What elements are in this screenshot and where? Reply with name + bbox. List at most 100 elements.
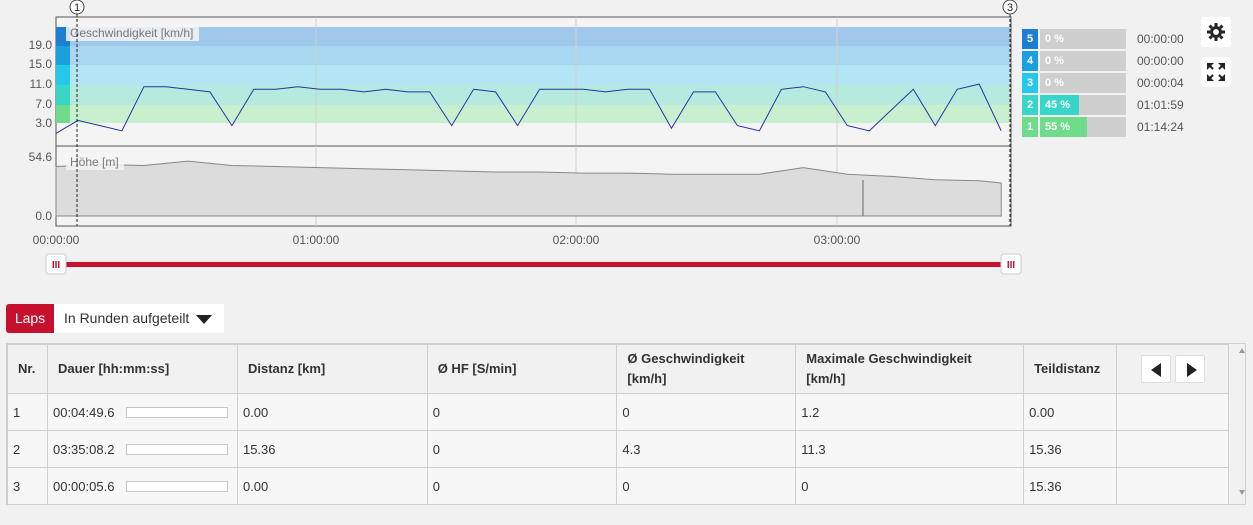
- scroll-up-icon[interactable]: [1239, 348, 1245, 353]
- time-tick-label: 02:00:00: [553, 233, 600, 247]
- zone-time: 00:00:00: [1137, 54, 1184, 68]
- laps-table-container: Nr. Dauer [hh:mm:ss] Distanz [km] Ø HF […: [6, 343, 1246, 505]
- col-header-maxgeschw[interactable]: Maximale Geschwindigkeit [km/h]: [795, 344, 1025, 394]
- col-header-hf[interactable]: Ø HF [S/min]: [426, 344, 618, 394]
- time-axis: 00:00:00 01:00:00 02:00:00 03:00:00: [33, 233, 861, 247]
- speed-panel: Geschwindigkeit [km/h] 19.0 15.0 11.0 7.0 3.…: [29, 16, 1012, 147]
- prev-column-button[interactable]: [1141, 355, 1172, 383]
- zone-number: 3: [1022, 73, 1038, 93]
- col-header-teildistanz[interactable]: Teildistanz: [1023, 344, 1118, 394]
- duration-bar: [126, 406, 229, 418]
- cell-distanz: 0.00: [236, 467, 428, 505]
- table-row[interactable]: 3 00:00:05.6 0.00 0 0 0 15.36: [7, 467, 1229, 505]
- lap-marker-start[interactable]: 1: [69, 0, 85, 226]
- arrow-left-icon: [1151, 363, 1162, 377]
- col-header-dauer[interactable]: Dauer [hh:mm:ss]: [46, 344, 238, 394]
- table-scrollbar[interactable]: [1238, 344, 1246, 504]
- lap-marker-end[interactable]: 3: [1002, 0, 1018, 226]
- range-slider-track[interactable]: [62, 262, 1012, 267]
- zone-bar-fill: [1040, 117, 1088, 137]
- cell-distanz: 0.00: [236, 393, 428, 431]
- cell-nr: 1: [7, 393, 48, 431]
- zone5-band: [70, 27, 1010, 46]
- table-header-row: Nr. Dauer [hh:mm:ss] Distanz [km] Ø HF […: [7, 344, 1229, 394]
- zone-row: 5 0 %: [1022, 29, 1126, 49]
- laps-mode-select[interactable]: In Runden aufgeteilt: [54, 304, 224, 333]
- duration-bar-fill: [127, 444, 226, 454]
- table-row[interactable]: 1 00:04:49.6 0.00 0 0 1.2 0.00: [7, 393, 1229, 431]
- range-slider[interactable]: III III: [45, 253, 1022, 275]
- zone-percent: 55 %: [1045, 121, 1071, 133]
- height-tick-label: 54.6: [29, 150, 53, 164]
- speed-tick-label: 3.0: [35, 116, 52, 130]
- zone-percent: 0 %: [1045, 77, 1064, 89]
- lap-marker-number: 3: [1007, 2, 1013, 14]
- zone2-strip: [56, 85, 70, 105]
- col-header-distanz[interactable]: Distanz [km]: [236, 344, 428, 394]
- zone-bar: 45 %: [1040, 95, 1126, 115]
- cell-empty: [1116, 467, 1229, 505]
- zone-row: 2 45 %: [1022, 95, 1126, 115]
- cell-maxgeschw: 1.2: [795, 393, 1025, 431]
- cell-dauer-value: 00:04:49.6: [52, 404, 115, 420]
- range-handle-right[interactable]: [1000, 253, 1022, 275]
- zone-time: 00:00:00: [1137, 32, 1184, 46]
- zone-percent: 0 %: [1045, 33, 1064, 45]
- col-header-nr[interactable]: Nr.: [7, 344, 48, 394]
- zone-number: 1: [1022, 117, 1038, 137]
- col-header-geschw[interactable]: Ø Geschwindigkeit [km/h]: [616, 344, 797, 394]
- zone-bar-fill: [1040, 95, 1079, 115]
- zone-time: 01:01:59: [1137, 98, 1184, 112]
- zone1-band: [70, 105, 1010, 123]
- range-handle-grip-icon: III: [52, 260, 61, 271]
- zone-percent: 45 %: [1045, 99, 1071, 111]
- speed-tick-label: 11.0: [30, 77, 53, 91]
- cell-geschw: 4.3: [616, 430, 797, 468]
- duration-bar: [126, 480, 229, 492]
- cell-maxgeschw: 11.3: [795, 430, 1025, 468]
- range-handle-left[interactable]: [45, 253, 67, 275]
- cell-teildistanz: 15.36: [1023, 467, 1118, 505]
- zone-time: 00:00:04: [1137, 76, 1184, 90]
- next-column-button[interactable]: [1174, 355, 1205, 383]
- arrow-right-icon: [1186, 363, 1197, 377]
- zone4-strip: [56, 46, 70, 65]
- cell-teildistanz: 15.36: [1023, 430, 1118, 468]
- zone-bar: 0 %: [1040, 73, 1126, 93]
- speed-tick-labels: 19.0 15.0 11.0 7.0 3.0: [29, 38, 53, 130]
- zone3-band: [70, 65, 1010, 85]
- laps-mode-value: In Runden aufgeteilt: [64, 310, 190, 326]
- zone-row: 1 55 %: [1022, 117, 1126, 137]
- settings-button[interactable]: [1201, 17, 1231, 47]
- duration-bar: [126, 443, 229, 455]
- speed-series-line: [55, 83, 1002, 134]
- laps-table: Nr. Dauer [hh:mm:ss] Distanz [km] Ø HF […: [7, 344, 1229, 505]
- zone-time: 01:14:24: [1137, 120, 1184, 134]
- laps-table-body: 1 00:04:49.6 0.00 0 0 1.2 0.00 2 03:35:08.2 15.36…: [7, 393, 1229, 505]
- cell-dauer-value: 00:00:05.6: [52, 478, 115, 494]
- range-handle-grip-icon: III: [1007, 260, 1016, 271]
- cell-dauer: 00:00:05.6: [46, 467, 238, 505]
- zone2-band: [70, 85, 1010, 105]
- cell-distanz: 15.36: [236, 430, 428, 468]
- scroll-down-icon[interactable]: [1239, 490, 1245, 495]
- cell-dauer: 03:35:08.2: [46, 430, 238, 468]
- laps-button[interactable]: Laps: [6, 304, 54, 333]
- time-tick-label: 01:00:00: [293, 233, 340, 247]
- time-tick-label: 00:00:00: [33, 233, 80, 247]
- table-row[interactable]: 2 03:35:08.2 15.36 0 4.3 11.3 15.36: [7, 430, 1229, 468]
- duration-bar-fill: [127, 407, 130, 417]
- cell-nr: 2: [7, 430, 48, 468]
- activity-chart: Geschwindigkeit [km/h] 19.0 15.0 11.0 7.0 3.…: [29, 0, 1022, 275]
- zone-percent: 0 %: [1045, 55, 1064, 67]
- speed-tick-label: 7.0: [35, 97, 52, 111]
- speed-label-bg: [66, 24, 199, 41]
- zone-bar: 0 %: [1040, 51, 1126, 71]
- fullscreen-button[interactable]: [1201, 57, 1231, 87]
- cell-geschw: 0: [616, 393, 797, 431]
- cell-teildistanz: 0.00: [1023, 393, 1118, 431]
- cell-nr: 3: [7, 467, 48, 505]
- zone-row: 4 0 %: [1022, 51, 1126, 71]
- time-tick-label: 03:00:00: [814, 233, 861, 247]
